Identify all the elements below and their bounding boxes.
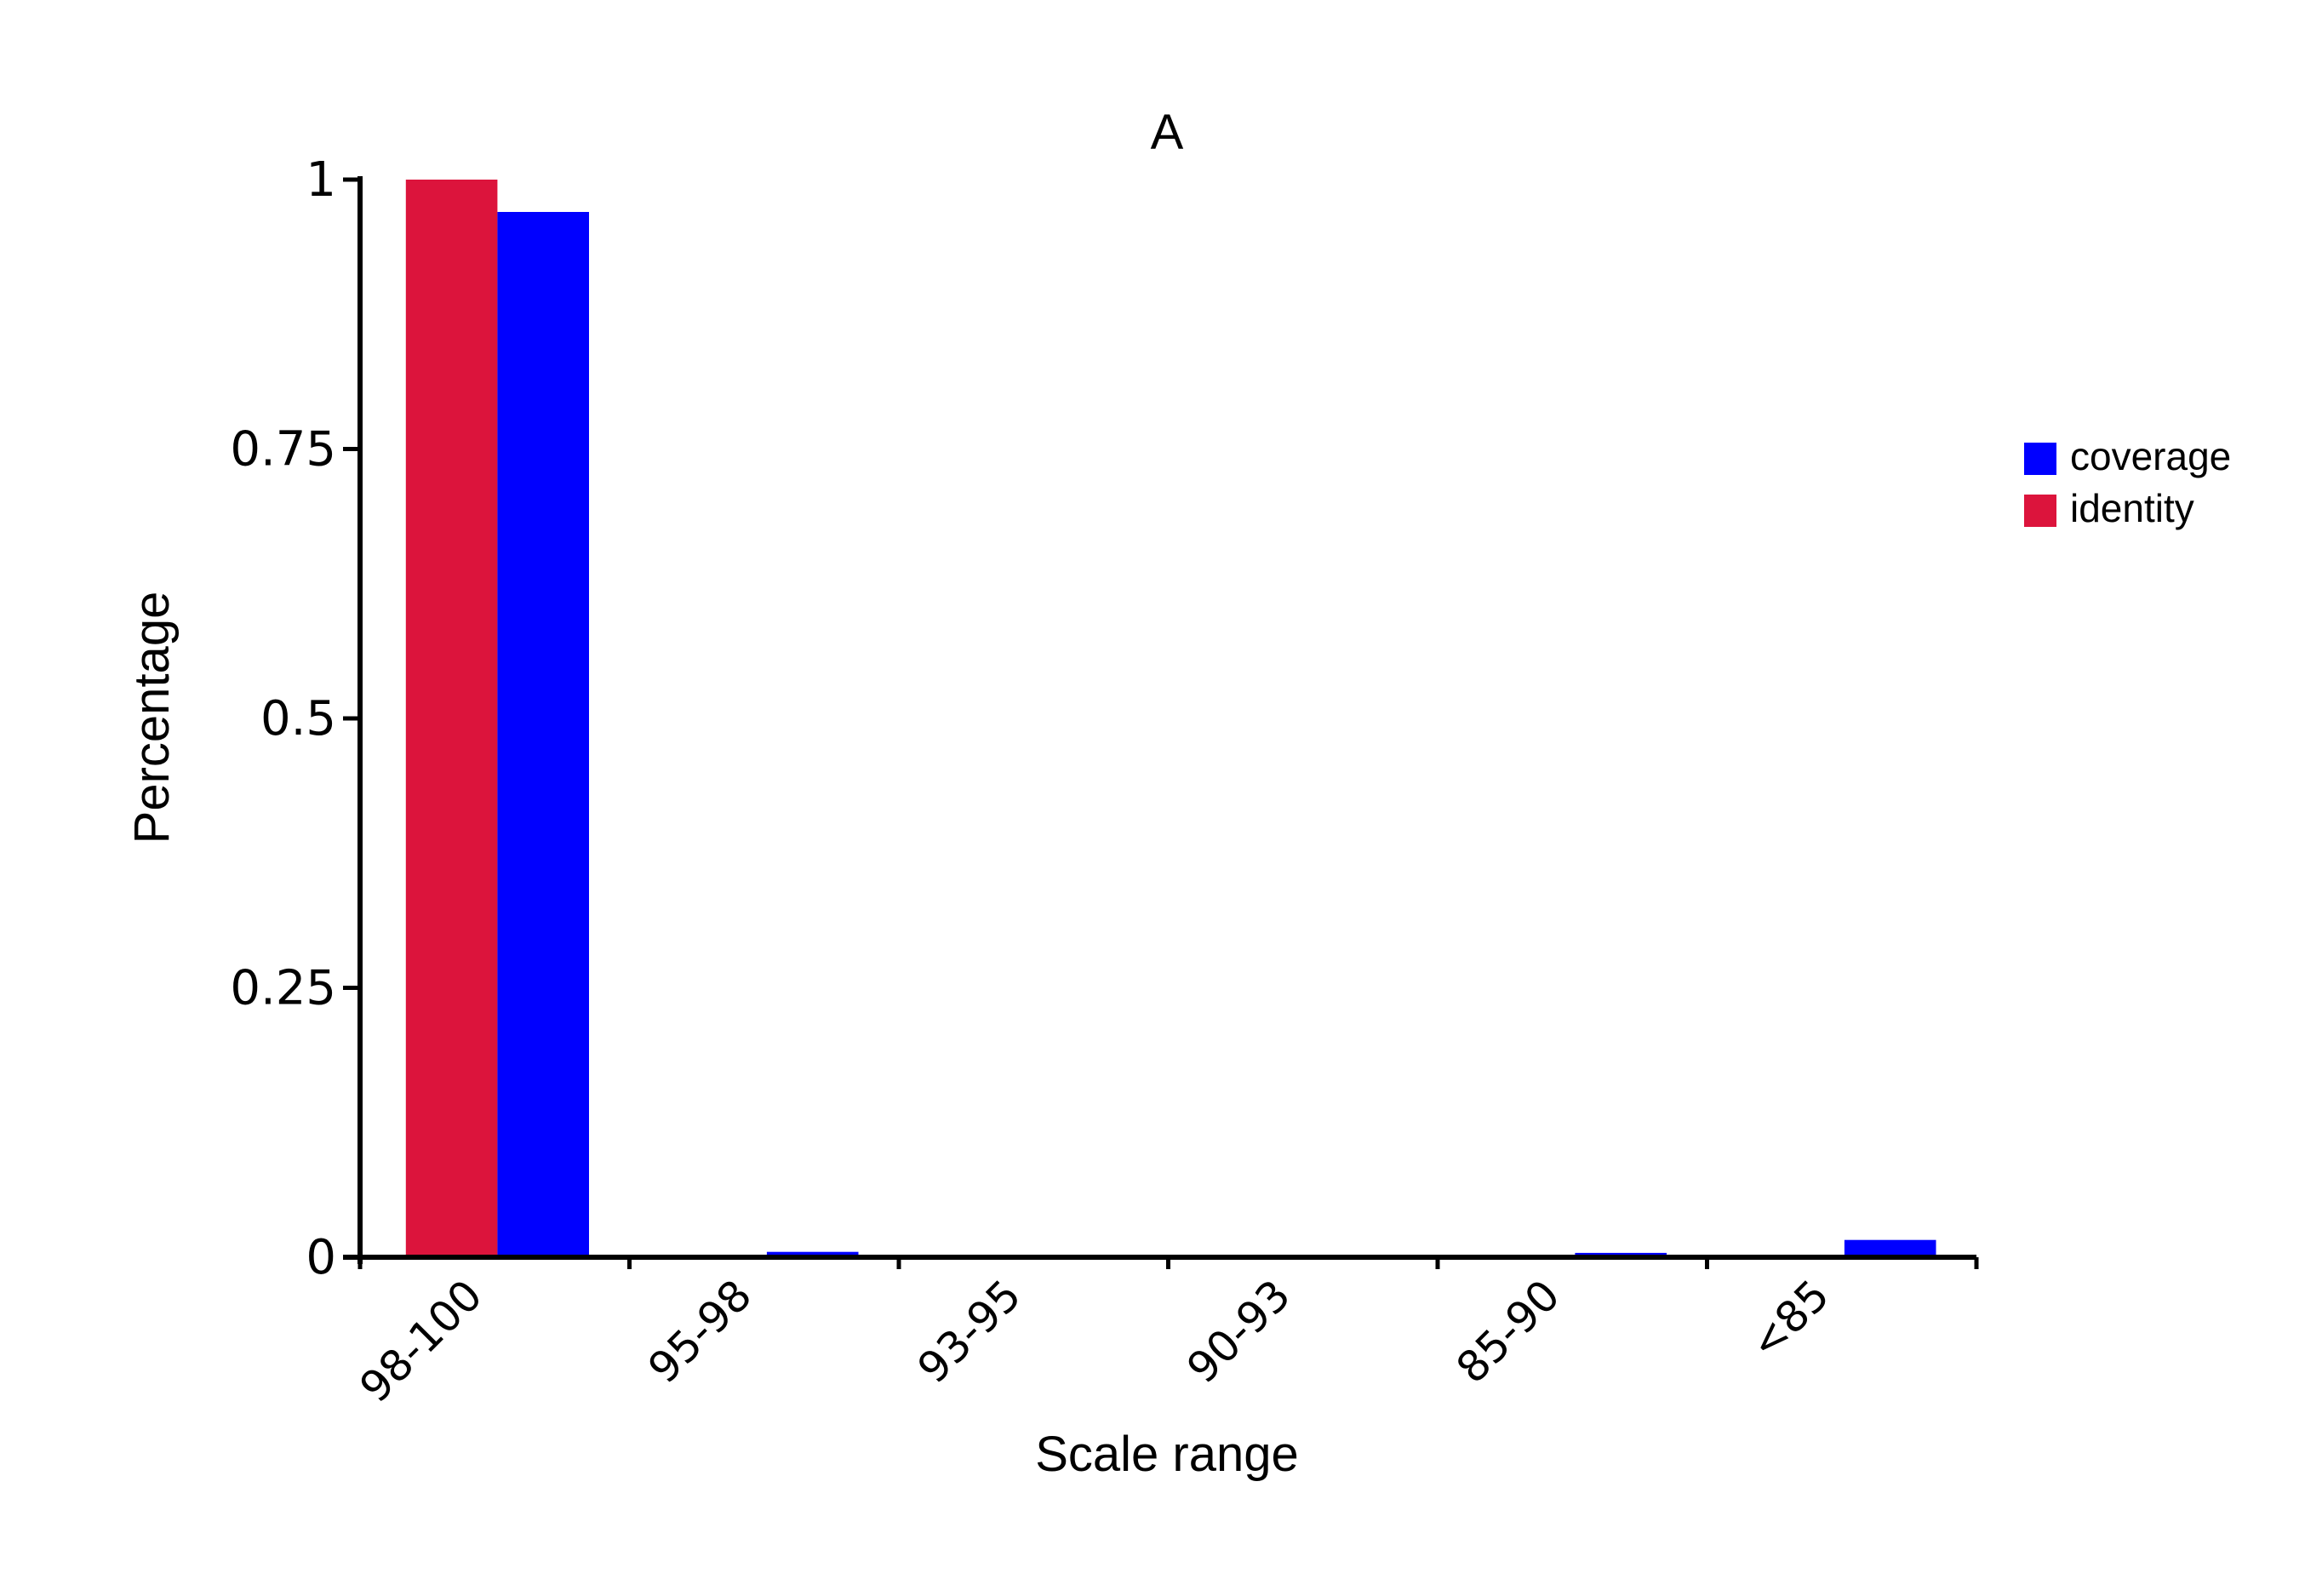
x-axis-label: Scale range bbox=[1035, 1427, 1299, 1482]
y-tick-label: 0.75 bbox=[230, 422, 336, 478]
x-tick-label: <85 bbox=[1741, 1270, 1839, 1369]
x-tick-label: 98-100 bbox=[351, 1270, 492, 1411]
x-axis: 98-100 95-98 93-95 90-93 85-90 <85 bbox=[343, 1255, 1979, 1412]
x-tick-label: 93-95 bbox=[908, 1270, 1031, 1393]
legend-swatch-identity bbox=[2024, 495, 2056, 527]
x-tick-label: 85-90 bbox=[1447, 1270, 1570, 1393]
legend-swatch-coverage bbox=[2024, 443, 2056, 475]
chart-title: A bbox=[1151, 105, 1184, 160]
y-tick-label: 0.5 bbox=[260, 691, 336, 747]
y-axis-label: Percentage bbox=[124, 592, 180, 844]
y-tick-label: 0.25 bbox=[230, 961, 336, 1016]
bar-coverage-0 bbox=[497, 212, 589, 1257]
bar-coverage-1 bbox=[766, 1251, 859, 1257]
x-tick-label: 90-93 bbox=[1178, 1270, 1301, 1393]
bars-group bbox=[405, 180, 1936, 1257]
x-tick-label: 95-98 bbox=[639, 1270, 762, 1393]
bar-identity-0 bbox=[405, 180, 498, 1257]
legend-label-coverage: coverage bbox=[2070, 434, 2231, 478]
y-axis: 0 0.25 0.5 0.75 1 bbox=[230, 152, 363, 1285]
bar-coverage-5 bbox=[1844, 1239, 1936, 1257]
y-tick-label: 0 bbox=[306, 1230, 336, 1285]
legend: coverage identity bbox=[2024, 434, 2231, 530]
y-tick-label: 1 bbox=[306, 152, 336, 208]
legend-label-identity: identity bbox=[2070, 486, 2194, 530]
